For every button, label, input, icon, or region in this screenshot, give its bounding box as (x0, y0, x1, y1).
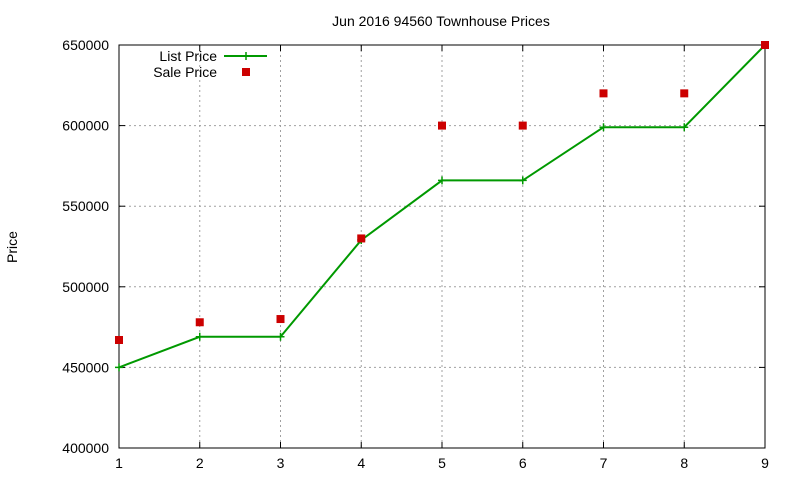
x-tick-label: 6 (519, 455, 527, 471)
sale-price-point (518, 121, 527, 130)
grid (119, 45, 765, 448)
x-tick-label: 7 (600, 455, 608, 471)
y-tick-label: 550000 (62, 198, 109, 214)
sale-price-point (761, 41, 769, 49)
sale-price-point (115, 335, 123, 344)
x-tick-label: 5 (438, 455, 446, 471)
x-tick-label: 3 (277, 455, 285, 471)
list-price-point (599, 123, 608, 132)
x-tick-label: 1 (115, 455, 123, 471)
chart-title: Jun 2016 94560 Townhouse Prices (332, 13, 550, 29)
sale-price-point (276, 315, 285, 324)
list-price-point (115, 363, 123, 372)
y-axis-label: Price (4, 231, 20, 263)
legend-marker-list-price (242, 52, 250, 60)
legend-marker-sale-price (242, 68, 250, 76)
sale-price-point (599, 89, 608, 98)
sale-price-point (195, 318, 204, 327)
axes: 1 2 3 4 5 6 7 8 9 400000 450000 500000 550000 600000 6… (62, 37, 769, 471)
series-layer (115, 41, 769, 372)
list-price-point (276, 332, 285, 341)
list-price-point (680, 123, 689, 132)
sale-price-point (357, 234, 366, 243)
sale-price-point (438, 121, 446, 130)
x-tick-label: 4 (357, 455, 365, 471)
list-price-point (195, 332, 204, 341)
list-price-point (438, 176, 446, 185)
y-tick-label: 500000 (62, 279, 109, 295)
x-tick-label: 2 (196, 455, 204, 471)
y-tick-label: 400000 (62, 440, 109, 456)
list-price-point (518, 176, 527, 185)
legend-label-sale-price: Sale Price (153, 64, 217, 80)
x-tick-label: 8 (680, 455, 688, 471)
x-tick-label: 9 (761, 455, 769, 471)
legend-label-list-price: List Price (159, 48, 217, 64)
y-tick-label: 450000 (62, 359, 109, 375)
y-tick-label: 650000 (62, 37, 109, 53)
sale-price-point (680, 89, 689, 98)
y-tick-label: 600000 (62, 118, 109, 134)
